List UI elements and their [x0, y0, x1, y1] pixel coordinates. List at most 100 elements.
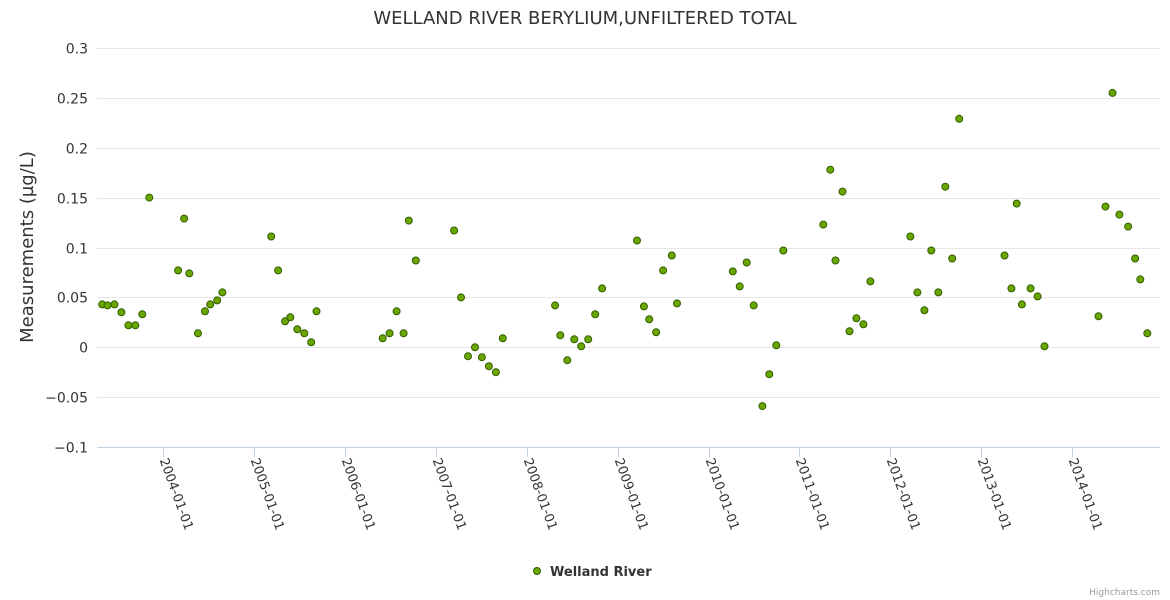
y-tick-label: −0.1: [54, 441, 88, 457]
y-tick-label: 0.15: [57, 192, 88, 208]
data-point[interactable]: [206, 300, 215, 309]
data-point[interactable]: [1101, 202, 1110, 211]
data-point[interactable]: [831, 256, 840, 265]
data-point[interactable]: [772, 341, 781, 350]
data-point[interactable]: [735, 282, 744, 291]
data-point[interactable]: [659, 266, 668, 275]
data-point[interactable]: [138, 310, 147, 319]
data-point[interactable]: [457, 293, 465, 302]
data-point[interactable]: [673, 299, 681, 308]
data-point[interactable]: [941, 182, 950, 191]
data-point[interactable]: [312, 307, 321, 316]
data-point[interactable]: [491, 368, 500, 377]
legend-marker-icon: [533, 567, 541, 575]
data-point[interactable]: [1143, 329, 1152, 338]
data-point[interactable]: [556, 331, 565, 340]
data-point[interactable]: [194, 329, 202, 338]
data-point[interactable]: [866, 277, 875, 286]
data-point[interactable]: [1124, 222, 1133, 231]
data-point[interactable]: [852, 314, 861, 323]
data-point[interactable]: [399, 329, 408, 338]
data-point[interactable]: [551, 301, 560, 310]
data-point[interactable]: [274, 266, 283, 275]
data-point[interactable]: [906, 232, 915, 241]
data-point[interactable]: [471, 343, 479, 352]
y-tick-label: 0.05: [57, 291, 88, 307]
data-point[interactable]: [293, 325, 302, 334]
data-point[interactable]: [779, 246, 788, 255]
data-point[interactable]: [1040, 342, 1049, 351]
data-point[interactable]: [948, 254, 957, 263]
data-point[interactable]: [859, 320, 868, 329]
data-point[interactable]: [404, 216, 413, 225]
data-point[interactable]: [1017, 300, 1026, 309]
data-point[interactable]: [117, 308, 126, 317]
data-point[interactable]: [145, 193, 154, 202]
data-point[interactable]: [652, 328, 661, 337]
data-point[interactable]: [749, 301, 758, 310]
data-point[interactable]: [464, 352, 472, 361]
data-point[interactable]: [591, 310, 600, 319]
data-point[interactable]: [281, 317, 290, 326]
data-point[interactable]: [927, 246, 936, 255]
data-point[interactable]: [185, 269, 194, 278]
data-point[interactable]: [103, 301, 112, 310]
data-point[interactable]: [411, 256, 420, 265]
data-point[interactable]: [174, 266, 183, 275]
data-point[interactable]: [563, 356, 572, 365]
data-point[interactable]: [110, 300, 119, 309]
data-point[interactable]: [728, 267, 737, 276]
data-point[interactable]: [484, 362, 493, 371]
data-point[interactable]: [1007, 284, 1016, 293]
data-point[interactable]: [1026, 284, 1035, 293]
data-point[interactable]: [633, 236, 641, 245]
data-point[interactable]: [577, 342, 586, 351]
data-point[interactable]: [286, 313, 295, 322]
data-point[interactable]: [845, 327, 854, 336]
data-point[interactable]: [131, 321, 140, 330]
data-point[interactable]: [955, 114, 964, 123]
data-point[interactable]: [826, 165, 835, 174]
data-point[interactable]: [1136, 275, 1145, 284]
data-point[interactable]: [667, 251, 676, 260]
data-point[interactable]: [385, 329, 394, 338]
data-point[interactable]: [124, 321, 133, 330]
data-point[interactable]: [1094, 312, 1103, 321]
data-point[interactable]: [201, 307, 209, 316]
data-point[interactable]: [758, 402, 767, 411]
credits-link[interactable]: Highcharts.com: [1089, 588, 1160, 598]
data-point[interactable]: [378, 334, 387, 343]
data-point[interactable]: [838, 187, 847, 196]
data-point[interactable]: [267, 232, 276, 241]
data-point[interactable]: [1131, 254, 1140, 263]
data-point[interactable]: [450, 226, 459, 235]
data-point[interactable]: [1115, 210, 1124, 219]
data-point[interactable]: [645, 315, 654, 324]
data-point[interactable]: [213, 296, 222, 305]
data-point[interactable]: [742, 258, 751, 267]
data-point[interactable]: [300, 329, 309, 338]
data-point[interactable]: [1033, 292, 1042, 301]
data-point[interactable]: [819, 220, 828, 229]
data-point[interactable]: [598, 284, 607, 293]
data-point[interactable]: [218, 288, 227, 297]
data-point[interactable]: [584, 335, 593, 344]
data-point[interactable]: [307, 338, 316, 347]
data-point[interactable]: [1108, 88, 1117, 97]
data-point[interactable]: [913, 288, 922, 297]
data-point[interactable]: [180, 214, 189, 223]
data-point[interactable]: [639, 302, 648, 311]
legend-item-welland-river[interactable]: Welland River: [550, 565, 652, 580]
data-point[interactable]: [570, 335, 579, 344]
data-point[interactable]: [498, 334, 507, 343]
data-point[interactable]: [477, 353, 486, 362]
legend[interactable]: Welland River: [533, 565, 653, 580]
data-point[interactable]: [1000, 251, 1009, 260]
data-point[interactable]: [765, 370, 774, 379]
data-point[interactable]: [392, 307, 401, 316]
data-point[interactable]: [934, 288, 943, 297]
data-points: [98, 88, 1152, 411]
data-point[interactable]: [920, 306, 929, 315]
data-point[interactable]: [1012, 199, 1021, 208]
